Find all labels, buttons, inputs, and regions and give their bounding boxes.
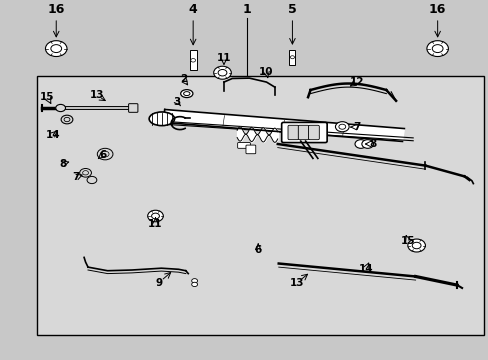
Circle shape — [218, 69, 226, 76]
Circle shape — [101, 151, 109, 157]
Circle shape — [190, 59, 195, 62]
Circle shape — [80, 168, 91, 177]
FancyBboxPatch shape — [289, 50, 295, 65]
Text: 11: 11 — [148, 219, 163, 229]
Text: 10: 10 — [259, 67, 273, 77]
Circle shape — [61, 115, 73, 124]
Circle shape — [407, 239, 425, 252]
Circle shape — [213, 66, 231, 79]
Circle shape — [87, 176, 97, 184]
Text: 15: 15 — [40, 92, 55, 102]
Circle shape — [290, 56, 294, 59]
Text: 16: 16 — [428, 3, 446, 16]
Text: 12: 12 — [349, 77, 364, 87]
Circle shape — [151, 213, 159, 219]
FancyBboxPatch shape — [308, 125, 319, 140]
FancyBboxPatch shape — [245, 145, 255, 154]
Text: 13: 13 — [89, 90, 104, 100]
Ellipse shape — [180, 90, 192, 98]
Circle shape — [431, 45, 442, 53]
Text: 14: 14 — [358, 264, 372, 274]
FancyBboxPatch shape — [298, 125, 308, 140]
Circle shape — [147, 210, 163, 222]
Text: 1: 1 — [242, 3, 251, 16]
Circle shape — [426, 41, 447, 57]
Text: 5: 5 — [287, 3, 296, 16]
Circle shape — [354, 140, 366, 148]
FancyBboxPatch shape — [128, 104, 138, 112]
Text: 14: 14 — [45, 130, 60, 140]
Circle shape — [64, 117, 70, 122]
Circle shape — [97, 148, 113, 160]
Circle shape — [45, 41, 67, 57]
FancyBboxPatch shape — [287, 125, 298, 140]
Circle shape — [191, 279, 197, 283]
Text: 8: 8 — [368, 139, 375, 149]
Text: 8: 8 — [59, 159, 66, 169]
FancyBboxPatch shape — [237, 143, 250, 148]
Ellipse shape — [149, 112, 174, 126]
Text: 15: 15 — [400, 236, 415, 246]
Circle shape — [338, 124, 345, 129]
Text: 7: 7 — [352, 122, 360, 132]
Text: 11: 11 — [216, 53, 231, 63]
Text: 3: 3 — [173, 96, 180, 107]
Text: 6: 6 — [99, 150, 106, 160]
Ellipse shape — [183, 91, 189, 96]
Text: 4: 4 — [188, 3, 197, 16]
Text: 2: 2 — [180, 74, 186, 84]
Text: 16: 16 — [47, 3, 65, 16]
Circle shape — [335, 122, 348, 132]
Text: 7: 7 — [72, 172, 80, 183]
Circle shape — [82, 171, 88, 175]
Circle shape — [361, 140, 373, 148]
Text: 6: 6 — [254, 245, 261, 255]
Circle shape — [411, 242, 420, 249]
Circle shape — [51, 45, 61, 53]
FancyBboxPatch shape — [37, 76, 483, 335]
Circle shape — [191, 282, 197, 287]
FancyBboxPatch shape — [189, 50, 196, 70]
Text: 9: 9 — [155, 278, 162, 288]
FancyBboxPatch shape — [281, 122, 326, 143]
Circle shape — [56, 104, 65, 112]
Polygon shape — [163, 109, 404, 141]
Text: 13: 13 — [289, 278, 304, 288]
